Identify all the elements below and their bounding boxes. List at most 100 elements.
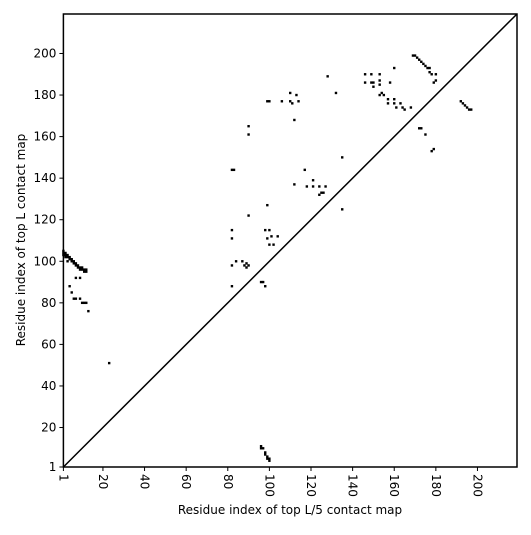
contact-point <box>80 266 84 269</box>
contact-point <box>62 249 65 253</box>
contact-point <box>266 203 269 207</box>
contact-point <box>247 214 250 217</box>
contact-point <box>334 91 338 95</box>
contact-point <box>72 297 76 300</box>
contact-point <box>74 264 78 267</box>
contact-point <box>266 100 269 103</box>
contact-point <box>372 81 375 84</box>
contact-point <box>434 73 438 76</box>
contact-point <box>395 106 398 109</box>
y-tick-label: 160 <box>33 130 56 144</box>
y-tick-label: 140 <box>33 171 56 185</box>
contact-point <box>363 73 367 76</box>
contact-point <box>370 81 373 84</box>
contact-point <box>74 262 78 265</box>
contact-point <box>322 191 325 194</box>
contact-point <box>266 237 269 240</box>
y-tick-label: 120 <box>33 213 56 227</box>
contact-point <box>378 83 381 86</box>
x-tick-label: 100 <box>262 474 276 497</box>
contact-point <box>230 228 234 232</box>
contact-point <box>78 268 82 271</box>
contact-point <box>78 276 82 280</box>
y-tick-label: 1 <box>49 460 57 474</box>
contact-point <box>74 276 78 280</box>
contact-point <box>264 228 267 232</box>
contact-point <box>393 97 396 101</box>
y-tick-label: 200 <box>33 46 56 60</box>
contact-point <box>72 262 76 265</box>
contact-point <box>76 264 80 267</box>
contact-point <box>461 102 465 105</box>
x-tick-label: 160 <box>387 474 401 497</box>
y-tick-label: 100 <box>33 254 56 268</box>
contact-point <box>107 361 111 365</box>
contact-point <box>303 168 306 172</box>
contact-point <box>83 268 86 271</box>
contact-point <box>470 108 473 111</box>
contact-point <box>393 102 396 105</box>
contact-point <box>268 459 271 462</box>
contact-point <box>66 260 69 263</box>
contact-point <box>411 54 415 57</box>
contact-point <box>83 270 86 273</box>
contact-point <box>289 91 292 95</box>
contact-point <box>243 264 246 267</box>
x-tick-label: 80 <box>221 474 235 489</box>
contact-point <box>424 64 427 68</box>
x-tick-label: 200 <box>470 474 484 497</box>
contact-point <box>386 102 390 105</box>
contact-point <box>264 285 267 288</box>
x-tick-label: 120 <box>304 474 318 497</box>
contact-point <box>247 264 250 267</box>
contact-point <box>259 447 263 450</box>
contact-point <box>378 93 381 97</box>
contact-point <box>370 73 373 76</box>
contact-point <box>68 285 71 288</box>
contact-point <box>418 127 421 130</box>
contact-point <box>264 453 267 456</box>
contact-point <box>85 301 88 305</box>
contact-point <box>230 237 234 240</box>
contact-point <box>378 73 381 76</box>
contact-point <box>311 179 315 182</box>
contact-point <box>378 79 381 82</box>
contact-point <box>432 81 435 84</box>
contact-point <box>230 264 234 267</box>
contact-point <box>78 297 82 300</box>
contact-point <box>270 235 273 238</box>
contact-point <box>324 185 327 188</box>
contact-point <box>234 260 238 263</box>
x-tick-label: 40 <box>138 474 152 489</box>
contact-point <box>428 66 431 70</box>
contact-point <box>386 97 390 101</box>
y-tick-label: 60 <box>41 337 56 351</box>
contact-point <box>268 243 271 246</box>
y-tick-label: 40 <box>41 379 56 393</box>
x-tick-label: 1 <box>56 474 70 482</box>
contact-point <box>280 100 284 103</box>
contact-point <box>80 301 84 305</box>
contact-point <box>268 457 271 460</box>
contact-point <box>393 66 396 70</box>
contact-point <box>247 133 250 136</box>
x-axis-label: Residue index of top L/5 contact map <box>178 503 402 517</box>
contact-point <box>87 309 90 313</box>
contact-point <box>341 208 344 211</box>
contact-point <box>463 104 467 107</box>
x-tick-label: 60 <box>179 474 193 489</box>
diagonal <box>62 13 518 468</box>
contact-point <box>83 301 86 305</box>
y-tick-label: 20 <box>41 421 56 435</box>
contact-point <box>465 106 469 109</box>
contact-point <box>80 268 84 271</box>
contact-point <box>418 58 421 61</box>
contact-point <box>268 228 271 232</box>
contact-point <box>415 56 419 59</box>
y-axis-label: Residue index of top L contact map <box>14 134 28 347</box>
contact-point <box>66 253 69 257</box>
x-tick-label: 140 <box>346 474 360 497</box>
contact-point <box>403 108 406 111</box>
contact-point <box>293 183 296 186</box>
